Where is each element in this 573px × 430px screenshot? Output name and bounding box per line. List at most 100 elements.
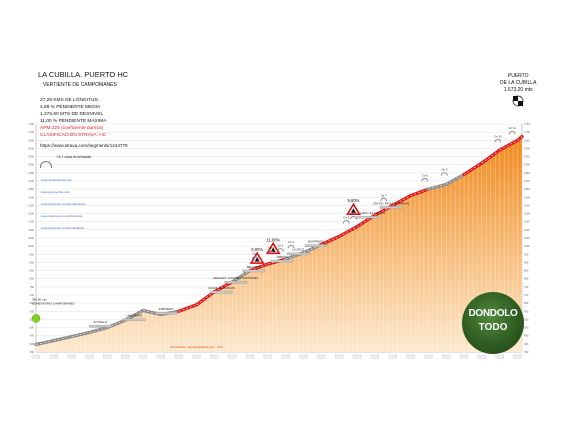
y-tick-label-right: 550: [524, 317, 529, 321]
x-tick-box: [85, 354, 94, 359]
y-tick-label-left: 1000: [28, 244, 34, 248]
road-centerline: [71, 332, 90, 337]
x-tick-box: [67, 354, 76, 359]
y-tick-label-left: 1700: [28, 130, 34, 134]
dondolotodo-logo: DONDOLO TODO: [462, 292, 524, 354]
y-tick-label-right: 1450: [524, 171, 530, 175]
y-tick-label-left: 1150: [28, 220, 34, 224]
hairpin-icon: [494, 139, 502, 143]
hairpin-icon: [276, 248, 284, 252]
road-centerline: [142, 310, 161, 315]
y-tick-label-right: 600: [524, 309, 529, 313]
x-tick-box: [424, 354, 433, 359]
hairpin-icon: [342, 220, 350, 224]
x-tick-box: [281, 354, 290, 359]
link-item[interactable]: www.facebook.com/altimetrias: [41, 214, 83, 218]
y-tick-label-left: 600: [30, 309, 35, 313]
place-label: CRUCE / FAYAS DE PARAIN: [373, 201, 410, 205]
x-tick-box: [245, 354, 255, 359]
hairpin-label: Ctr 8: [422, 173, 429, 177]
place-label: LA CRUZ: [292, 248, 304, 252]
summit-label: PUERTO DE LA CUBILLA 1.673,20 mts: [500, 73, 536, 94]
hairpin-label: Ctr 6: [350, 212, 357, 216]
links-list: www.dondolotodo.com www.ganivecrito.com …: [41, 170, 86, 238]
x-tick-box: [370, 354, 380, 359]
y-tick-label-right: 800: [524, 277, 529, 281]
place-marker: [89, 325, 112, 328]
y-tick-label-right: 1750: [524, 122, 530, 126]
y-tick-label-left: 400: [30, 342, 35, 346]
road-centerline: [285, 252, 304, 260]
summit-line-1: PUERTO: [507, 73, 529, 79]
x-tick-box: [352, 354, 362, 359]
place-label: CRUCE RECONCOS: [208, 286, 235, 290]
max-gradient-label: 9,80%: [348, 198, 360, 203]
x-tick-box: [263, 354, 273, 359]
y-tick-label-left: 850: [30, 269, 35, 273]
x-tick-box: [210, 354, 219, 359]
chart-title: LA CUBILLA. PUERTO HC: [38, 70, 129, 79]
link-item[interactable]: www.dondolotodo.com: [41, 178, 73, 182]
place-label: PERALES / GASTERU FONTANIES: [213, 276, 258, 280]
place-marker: [304, 244, 328, 247]
x-tick-box: [156, 354, 165, 359]
road-centerline: [463, 162, 483, 175]
y-tick-label-right: 1600: [524, 146, 530, 150]
max-gradient-label: 11,00%: [266, 237, 280, 242]
hairpin-icon: [251, 256, 259, 260]
y-tick-label-left: 1450: [28, 171, 34, 175]
x-tick-box: [495, 354, 504, 359]
warning-sign-mark: [270, 247, 276, 252]
hairpin-label: Ctr 11: [508, 126, 516, 130]
stat-max-gradient: 11,00 % PENDIENTE MÁXIMA: [40, 119, 107, 124]
road-centerline: [53, 336, 72, 341]
stat-avg-gradient: 4,69 % PENDIENTE MEDIA: [40, 105, 101, 110]
x-tick-box: [388, 354, 397, 359]
y-tick-label-left: 900: [30, 260, 35, 264]
place-marker: [379, 206, 403, 209]
start-location-label: CEMENTERIO CAMPOMANES: [32, 301, 75, 305]
hairpin-label: Ctr 5: [343, 215, 350, 219]
y-tick-label-left: 1600: [28, 146, 34, 150]
road-segment: [194, 290, 216, 307]
y-tick-label-left: 650: [30, 301, 35, 305]
y-tick-label-left: 1050: [28, 236, 34, 240]
place-label: BUSPRADO: [308, 240, 325, 244]
hairpin-label: Ctr 10: [494, 134, 502, 138]
road-centerline: [178, 304, 197, 312]
start-marker: [31, 314, 41, 323]
credits-text: Dondolotodo · www.dondolotodo.com · 2014: [170, 346, 224, 349]
link-item[interactable]: www.ganivecrito.com: [41, 190, 71, 194]
y-tick-label-left: 1400: [28, 179, 34, 183]
link-item[interactable]: www.facebook.com/fondistaisla: [41, 226, 84, 230]
x-tick-box: [49, 354, 58, 359]
strava-url[interactable]: https://www.strava.com/segments/1244779: [40, 143, 128, 148]
hairpin-icon: [40, 161, 52, 168]
x-tick-box: [299, 354, 308, 359]
y-tick-label-right: 900: [524, 260, 529, 264]
hairpin-label: Ctr 1: [252, 252, 259, 256]
logo-line-2: TODO: [478, 322, 508, 333]
place-marker: [242, 269, 265, 273]
hairpin-icon: [380, 197, 388, 202]
place-label: REBOLLADO / EL CALLAO: [350, 211, 385, 215]
y-tick-label-right: 350: [524, 350, 529, 354]
road-centerline: [321, 236, 340, 245]
place-marker: [356, 215, 379, 219]
place-label: LAS AGRAS: [126, 314, 142, 318]
y-tick-label-left: 1500: [28, 163, 34, 167]
logo-line-1: DONDOLO: [468, 308, 518, 319]
summit-line-2: DE LA CUBILLA: [500, 80, 537, 86]
road-segment: [480, 148, 502, 165]
y-tick-label-right: 650: [524, 301, 529, 305]
place-marker: [210, 290, 233, 294]
place-label: SOTIELLO: [93, 320, 108, 324]
summit-flag-square: [513, 96, 518, 101]
link-item[interactable]: www.facebook.com/dondolotodo: [41, 202, 86, 206]
x-tick-box: [228, 354, 237, 359]
summit-flag-square: [518, 101, 523, 106]
hairpin-icon: [508, 130, 516, 135]
x-tick-box: [406, 354, 415, 359]
y-tick-label-left: 950: [30, 252, 35, 256]
